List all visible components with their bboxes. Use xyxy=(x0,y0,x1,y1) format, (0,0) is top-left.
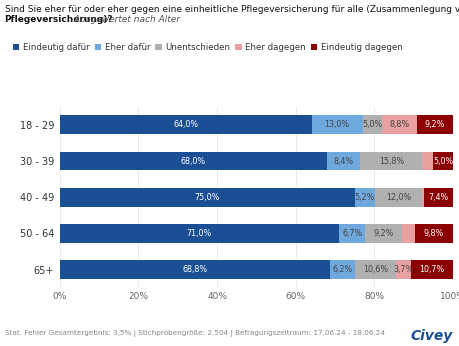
Text: 10,6%: 10,6% xyxy=(362,265,387,274)
Bar xyxy=(364,224,401,243)
Bar xyxy=(432,152,452,171)
Bar xyxy=(338,224,364,243)
Text: Civey: Civey xyxy=(410,329,452,343)
Text: 8,4%: 8,4% xyxy=(333,156,353,165)
Text: 15,8%: 15,8% xyxy=(378,156,403,165)
Bar xyxy=(60,116,311,134)
Text: 8,8%: 8,8% xyxy=(389,120,409,129)
Bar xyxy=(311,116,362,134)
Bar xyxy=(381,116,416,134)
Text: Sind Sie eher für oder eher gegen eine einheitliche Pflegeversicherung für alle : Sind Sie eher für oder eher gegen eine e… xyxy=(5,5,459,14)
Text: 9,2%: 9,2% xyxy=(424,120,444,129)
Bar xyxy=(362,116,381,134)
Text: 68,0%: 68,0% xyxy=(180,156,206,165)
Bar xyxy=(401,224,414,243)
Text: 6,7%: 6,7% xyxy=(341,229,362,238)
Text: 68,8%: 68,8% xyxy=(182,265,207,274)
Text: Ausgewertet nach Alter: Ausgewertet nach Alter xyxy=(71,15,179,24)
Text: 3,7%: 3,7% xyxy=(393,265,413,274)
Bar xyxy=(326,152,359,171)
Bar xyxy=(414,224,452,243)
Text: 71,0%: 71,0% xyxy=(186,229,212,238)
Text: 64,0%: 64,0% xyxy=(173,120,198,129)
Text: 5,0%: 5,0% xyxy=(362,120,382,129)
Bar xyxy=(60,260,330,279)
Text: 5,0%: 5,0% xyxy=(432,156,453,165)
Bar xyxy=(421,188,423,207)
Text: 7,4%: 7,4% xyxy=(427,193,448,202)
Bar xyxy=(330,260,354,279)
Bar xyxy=(421,152,432,171)
Legend: Eindeutig dafür, Eher dafür, Unentschieden, Eher dagegen, Eindeutig dagegen: Eindeutig dafür, Eher dafür, Unentschied… xyxy=(13,43,402,52)
Bar xyxy=(60,188,354,207)
Bar xyxy=(60,224,338,243)
Text: Pflegeversicherung)?: Pflegeversicherung)? xyxy=(5,15,113,24)
Text: 12,0%: 12,0% xyxy=(386,193,410,202)
Text: 13,0%: 13,0% xyxy=(324,120,349,129)
Text: 9,8%: 9,8% xyxy=(423,229,443,238)
Bar xyxy=(354,188,375,207)
Text: 6,2%: 6,2% xyxy=(332,265,352,274)
Bar xyxy=(359,152,421,171)
Bar xyxy=(423,188,452,207)
Text: 75,0%: 75,0% xyxy=(194,193,219,202)
Text: 10,7%: 10,7% xyxy=(419,265,444,274)
Text: Stat. Fehler Gesamtergebnis: 3,5% | Stichprobengröße: 2.504 | Befragungszeitraum: Stat. Fehler Gesamtergebnis: 3,5% | Stic… xyxy=(5,330,384,337)
Bar xyxy=(375,188,421,207)
Bar xyxy=(60,152,326,171)
Text: 5,2%: 5,2% xyxy=(354,193,375,202)
Bar xyxy=(354,260,396,279)
Bar xyxy=(416,116,452,134)
Text: 9,2%: 9,2% xyxy=(373,229,393,238)
Bar xyxy=(396,260,410,279)
Bar xyxy=(410,260,452,279)
